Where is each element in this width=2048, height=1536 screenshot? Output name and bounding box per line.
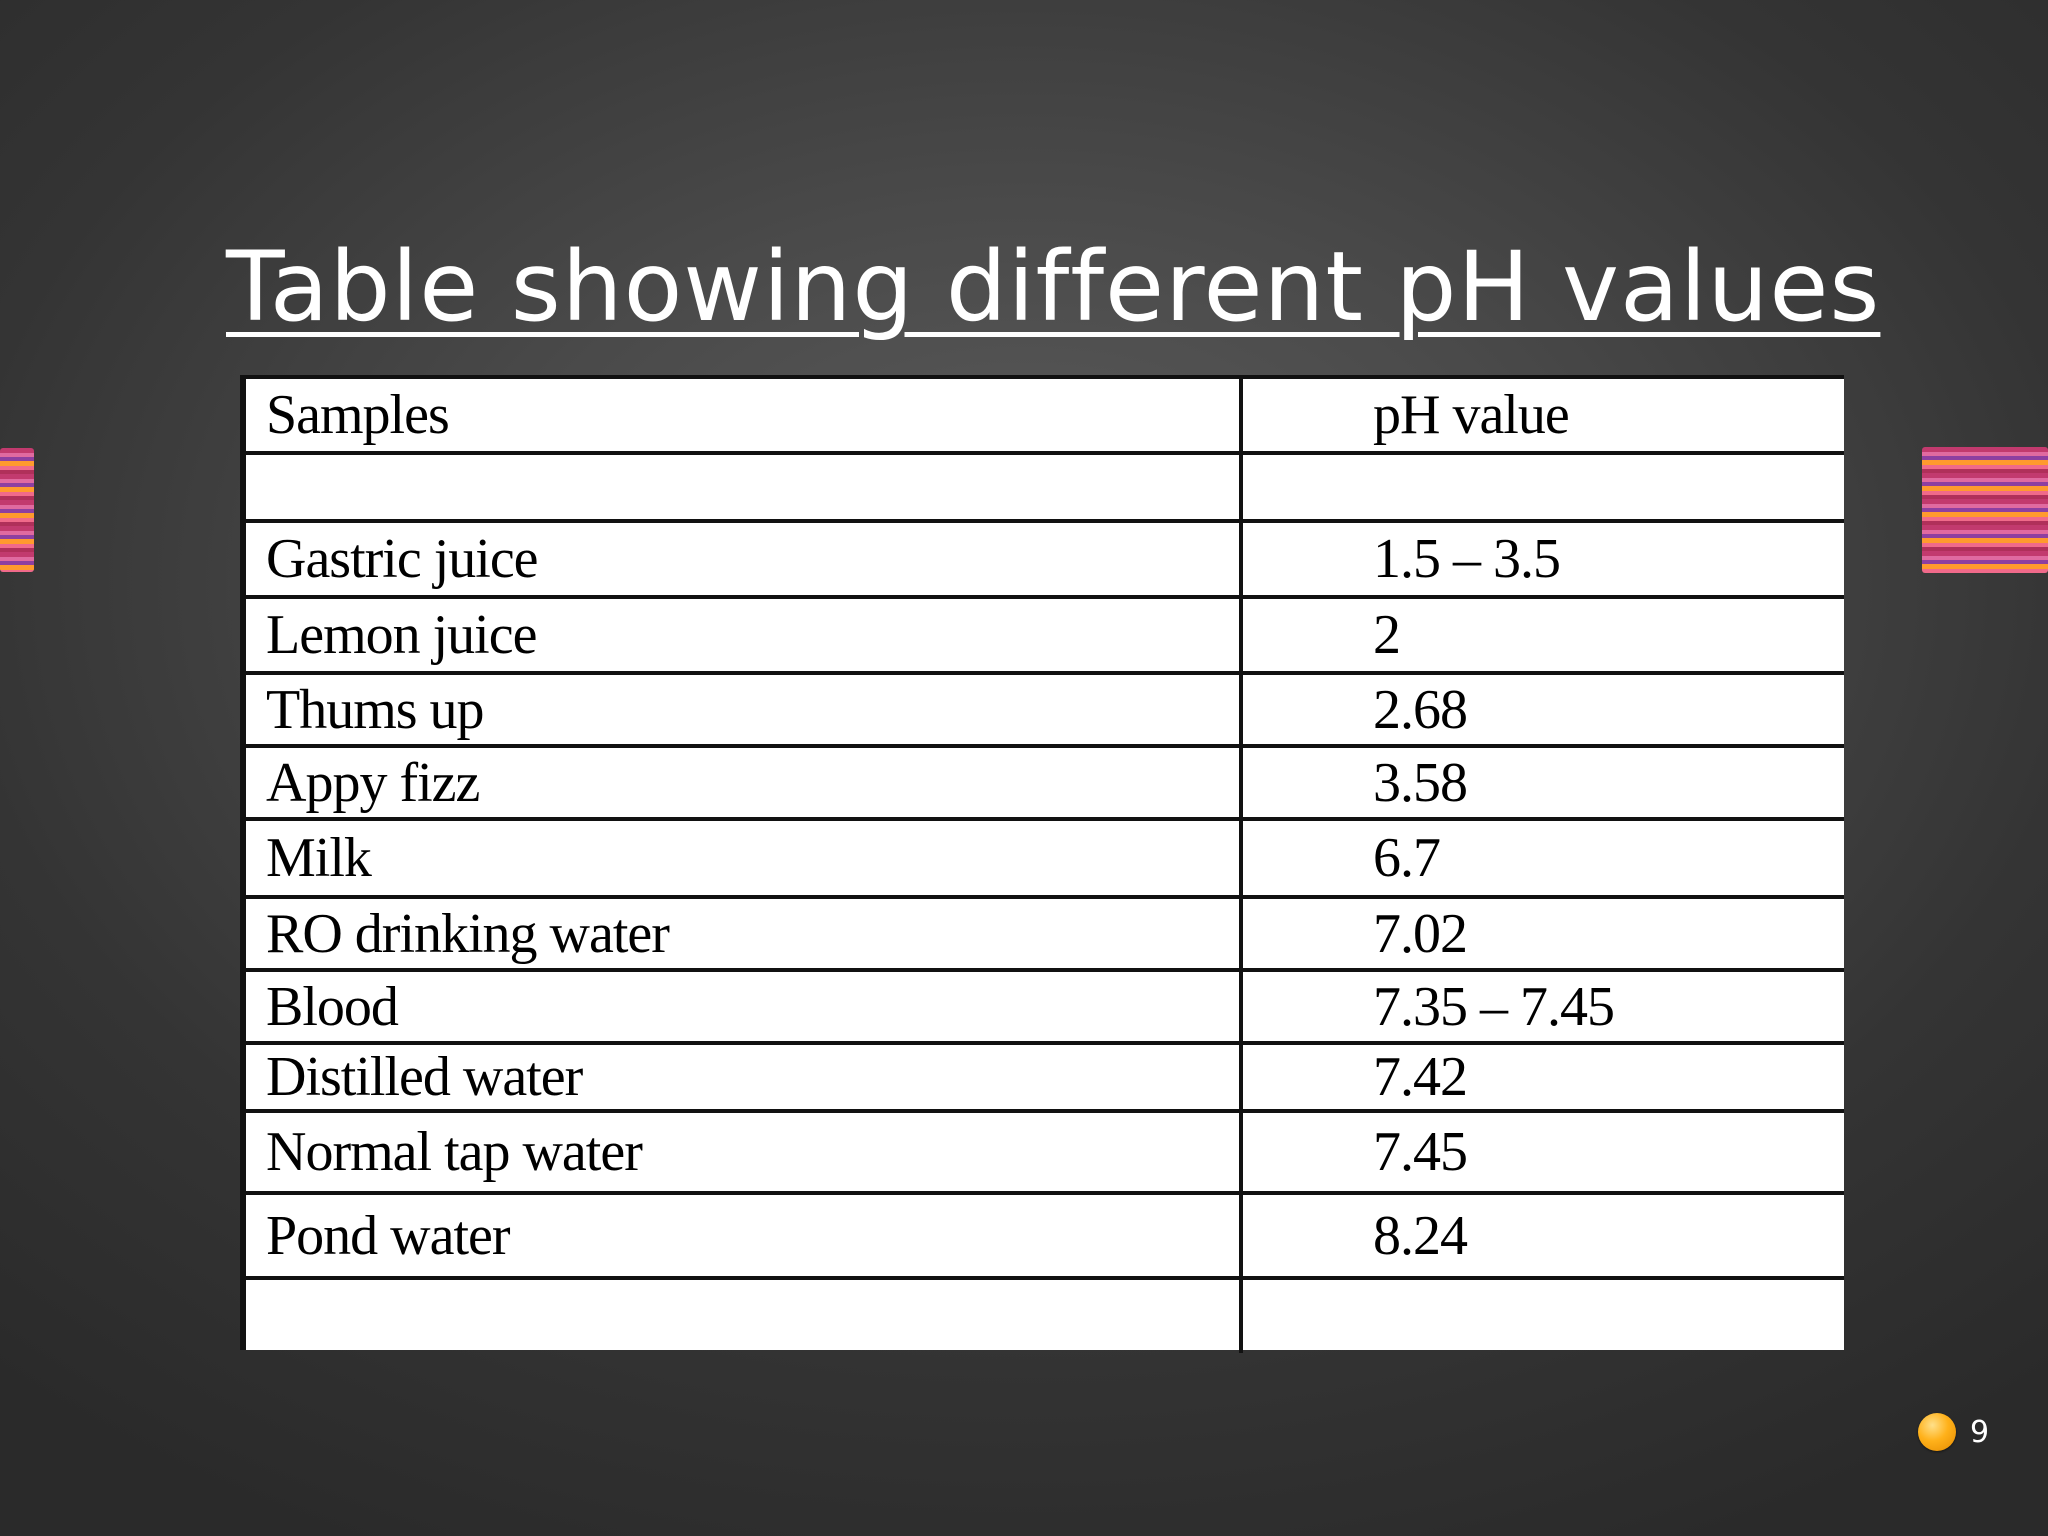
table-header-row: Samples pH value <box>246 379 1844 455</box>
table-row: Pond water 8.24 <box>246 1193 1844 1280</box>
orange-orb-icon <box>1918 1413 1956 1451</box>
sample-cell: Lemon juice <box>246 597 1241 675</box>
ph-cell: 7.42 <box>1239 1043 1844 1113</box>
sample-cell: Milk <box>246 819 1241 899</box>
table-row: RO drinking water 7.02 <box>246 897 1844 972</box>
ph-cell <box>1239 453 1844 523</box>
header-samples: Samples <box>246 379 1241 455</box>
header-ph-value: pH value <box>1239 379 1844 455</box>
sample-cell: Appy fizz <box>246 746 1241 821</box>
sample-cell: RO drinking water <box>246 897 1241 972</box>
ph-cell: 2 <box>1239 597 1844 675</box>
ph-table-container: Samples pH value Gastric juice 1.5 – 3.5… <box>240 375 1844 1353</box>
table-row <box>246 453 1844 523</box>
page-number: 9 <box>1970 1414 1990 1450</box>
ph-cell: 7.02 <box>1239 897 1844 972</box>
ph-values-table: Samples pH value Gastric juice 1.5 – 3.5… <box>246 379 1844 1353</box>
ph-cell <box>1239 1278 1844 1353</box>
page-indicator: 9 <box>1918 1412 1989 1452</box>
ph-cell: 7.35 – 7.45 <box>1239 970 1844 1045</box>
table-row: Distilled water 7.42 <box>246 1043 1844 1113</box>
table-row: Gastric juice 1.5 – 3.5 <box>246 521 1844 599</box>
table-row: Lemon juice 2 <box>246 597 1844 675</box>
sample-cell: Pond water <box>246 1193 1241 1280</box>
left-stripe-decoration-icon <box>0 448 34 572</box>
right-stripe-decoration-icon <box>1922 447 2048 573</box>
table-row: Normal tap water 7.45 <box>246 1111 1844 1195</box>
ph-cell: 6.7 <box>1239 819 1844 899</box>
table-row <box>246 1278 1844 1353</box>
ph-cell: 2.68 <box>1239 673 1844 748</box>
table-row: Appy fizz 3.58 <box>246 746 1844 821</box>
sample-cell: Distilled water <box>246 1043 1241 1113</box>
sample-cell: Thums up <box>246 673 1241 748</box>
sample-cell: Gastric juice <box>246 521 1241 599</box>
sample-cell <box>246 1278 1241 1353</box>
table-row: Thums up 2.68 <box>246 673 1844 748</box>
ph-cell: 7.45 <box>1239 1111 1844 1195</box>
ph-cell: 3.58 <box>1239 746 1844 821</box>
ph-cell: 1.5 – 3.5 <box>1239 521 1844 599</box>
slide-title: Table showing different pH values <box>226 231 1881 343</box>
sample-cell <box>246 453 1241 523</box>
ph-cell: 8.24 <box>1239 1193 1844 1280</box>
table-row: Blood 7.35 – 7.45 <box>246 970 1844 1045</box>
sample-cell: Normal tap water <box>246 1111 1241 1195</box>
sample-cell: Blood <box>246 970 1241 1045</box>
table-row: Milk 6.7 <box>246 819 1844 899</box>
